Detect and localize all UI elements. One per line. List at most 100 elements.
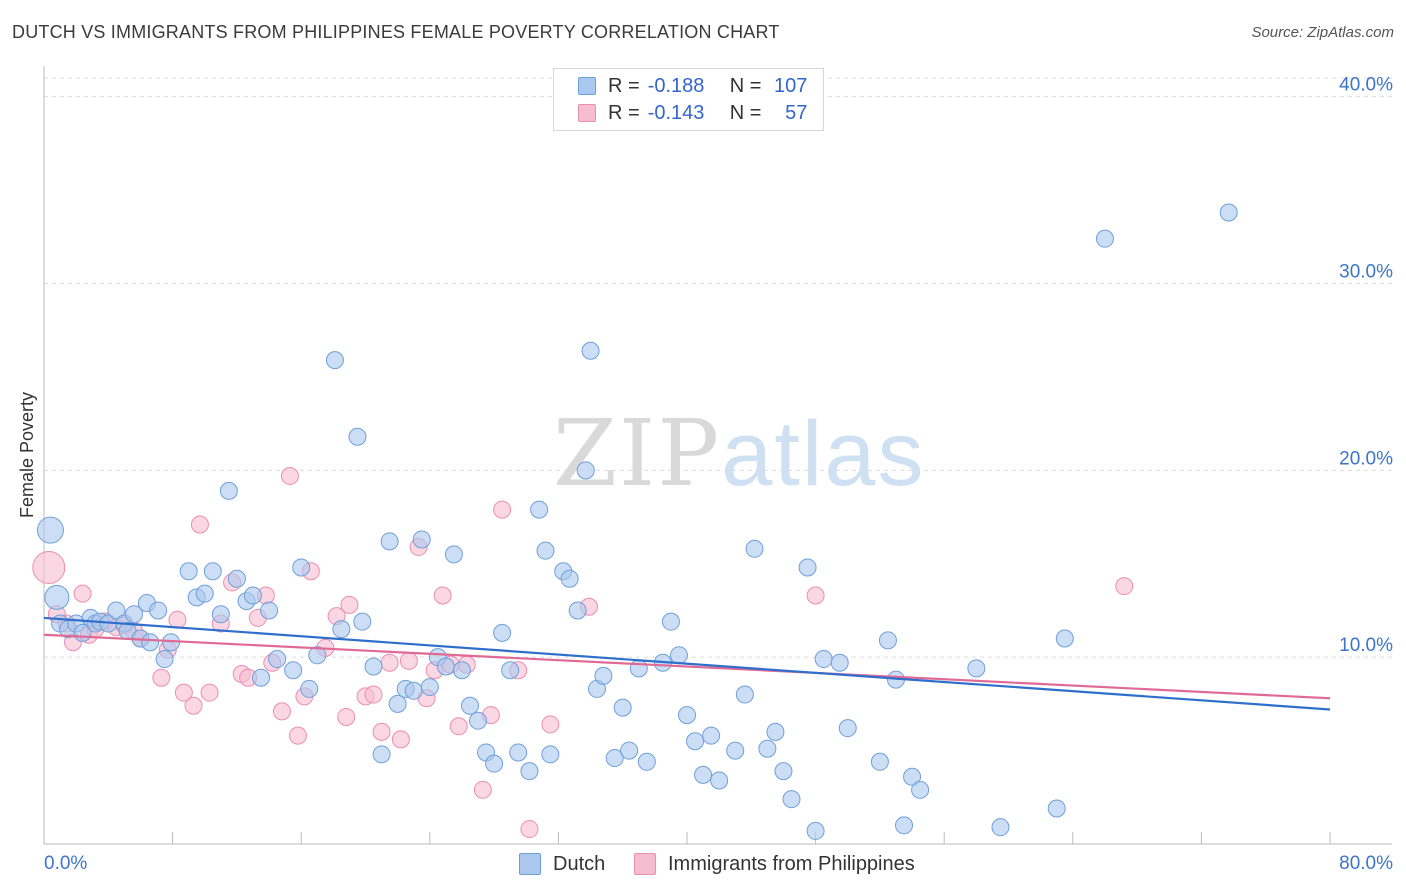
dutch-point bbox=[702, 726, 721, 745]
dutch-point bbox=[44, 584, 70, 610]
x-tick-label-min: 0.0% bbox=[44, 853, 87, 874]
dutch-point bbox=[36, 516, 64, 544]
dutch-point bbox=[243, 586, 262, 605]
dutch-point bbox=[353, 612, 372, 631]
dutch-point bbox=[541, 745, 560, 764]
philippines-point bbox=[32, 550, 66, 584]
dutch-point bbox=[911, 780, 930, 799]
dutch-point bbox=[452, 661, 471, 680]
philippines-n-label: N = bbox=[729, 101, 762, 124]
philippines-point bbox=[288, 726, 307, 745]
dutch-point bbox=[758, 739, 777, 758]
dutch-point bbox=[444, 545, 463, 564]
dutch-points bbox=[36, 203, 1238, 840]
dutch-point bbox=[364, 657, 383, 676]
y-tick-label: 40.0% bbox=[1339, 75, 1393, 96]
dutch-point bbox=[460, 696, 479, 715]
philippines-r-label: R = bbox=[608, 101, 640, 124]
dutch-point bbox=[252, 668, 271, 687]
philippines-point bbox=[1115, 577, 1134, 596]
philippines-point bbox=[272, 702, 291, 721]
correlation-legend: R = -0.188 N = 107 R = -0.143 N = 57 bbox=[553, 68, 824, 131]
dutch-point bbox=[895, 816, 914, 835]
dutch-r-value: -0.188 bbox=[647, 74, 705, 97]
dutch-point bbox=[380, 532, 399, 551]
philippines-trend-line bbox=[43, 633, 1331, 700]
dutch-point bbox=[620, 741, 639, 760]
philippines-point bbox=[433, 586, 452, 605]
philippines-point bbox=[340, 595, 359, 614]
dutch-point bbox=[219, 481, 238, 500]
dutch-n-value: 107 bbox=[774, 74, 808, 97]
dutch-point bbox=[1219, 203, 1238, 222]
dutch-point bbox=[203, 562, 222, 581]
dutch-point bbox=[404, 681, 423, 700]
dutch-point bbox=[798, 558, 817, 577]
dutch-point bbox=[694, 765, 713, 784]
philippines-point bbox=[280, 466, 299, 485]
dutch-point bbox=[605, 749, 624, 768]
dutch-point bbox=[520, 762, 539, 781]
dutch-point bbox=[195, 584, 214, 603]
dutch-point bbox=[509, 743, 528, 762]
philippines-point bbox=[184, 696, 203, 715]
dutch-point bbox=[594, 666, 613, 685]
dutch-point bbox=[179, 562, 198, 581]
dutch-point bbox=[581, 341, 600, 360]
dutch-point bbox=[726, 741, 745, 760]
dutch-point bbox=[613, 698, 632, 717]
philippines-n-value: 57 bbox=[785, 101, 808, 124]
x-tick-label-max: 80.0% bbox=[1339, 853, 1393, 874]
bottom-philippines-swatch bbox=[634, 853, 656, 875]
dutch-point bbox=[501, 661, 520, 680]
philippines-point bbox=[190, 515, 209, 534]
dutch-point bbox=[530, 500, 549, 519]
dutch-point bbox=[348, 427, 367, 446]
bottom-legend-philippines: Immigrants from Philippines bbox=[634, 851, 915, 877]
dutch-point bbox=[141, 633, 160, 652]
dutch-point bbox=[436, 657, 455, 676]
dutch-point bbox=[568, 601, 587, 620]
dutch-swatch bbox=[578, 77, 596, 95]
dutch-point bbox=[637, 752, 656, 771]
philippines-swatch bbox=[578, 104, 596, 122]
dutch-point bbox=[284, 661, 303, 680]
dutch-point bbox=[560, 569, 579, 588]
philippines-point bbox=[493, 500, 512, 519]
philippines-point bbox=[449, 717, 468, 736]
dutch-point bbox=[686, 732, 705, 751]
dutch-point bbox=[576, 461, 595, 480]
dutch-point bbox=[903, 767, 922, 786]
dutch-point bbox=[967, 659, 986, 678]
dutch-point bbox=[332, 620, 351, 639]
dutch-point bbox=[1047, 799, 1066, 818]
dutch-trend-line bbox=[43, 616, 1331, 711]
legend-row-philippines: R = -0.143 N = 57 bbox=[578, 100, 807, 126]
bottom-philippines-label: Immigrants from Philippines bbox=[668, 852, 915, 875]
dutch-n-label: N = bbox=[729, 74, 762, 97]
axes bbox=[43, 66, 1392, 845]
philippines-point bbox=[174, 683, 193, 702]
dutch-point bbox=[125, 605, 144, 624]
dutch-point bbox=[766, 722, 785, 741]
dutch-point bbox=[268, 650, 287, 669]
dutch-point bbox=[420, 678, 439, 697]
philippines-point bbox=[806, 586, 825, 605]
philippines-point bbox=[372, 722, 391, 741]
y-tick-label: 10.0% bbox=[1339, 635, 1393, 656]
y-tick-label: 20.0% bbox=[1339, 448, 1393, 469]
dutch-point bbox=[806, 821, 825, 840]
dutch-point bbox=[669, 646, 688, 665]
dutch-point bbox=[469, 711, 488, 730]
philippines-point bbox=[337, 707, 356, 726]
legend-row-dutch: R = -0.188 N = 107 bbox=[578, 73, 807, 99]
dutch-point bbox=[1095, 229, 1114, 248]
dutch-point bbox=[661, 612, 680, 631]
dutch-point bbox=[878, 631, 897, 650]
philippines-points bbox=[32, 466, 1134, 839]
dutch-point bbox=[991, 818, 1010, 837]
philippines-point bbox=[73, 584, 92, 603]
dutch-point bbox=[735, 685, 754, 704]
dutch-point bbox=[292, 558, 311, 577]
